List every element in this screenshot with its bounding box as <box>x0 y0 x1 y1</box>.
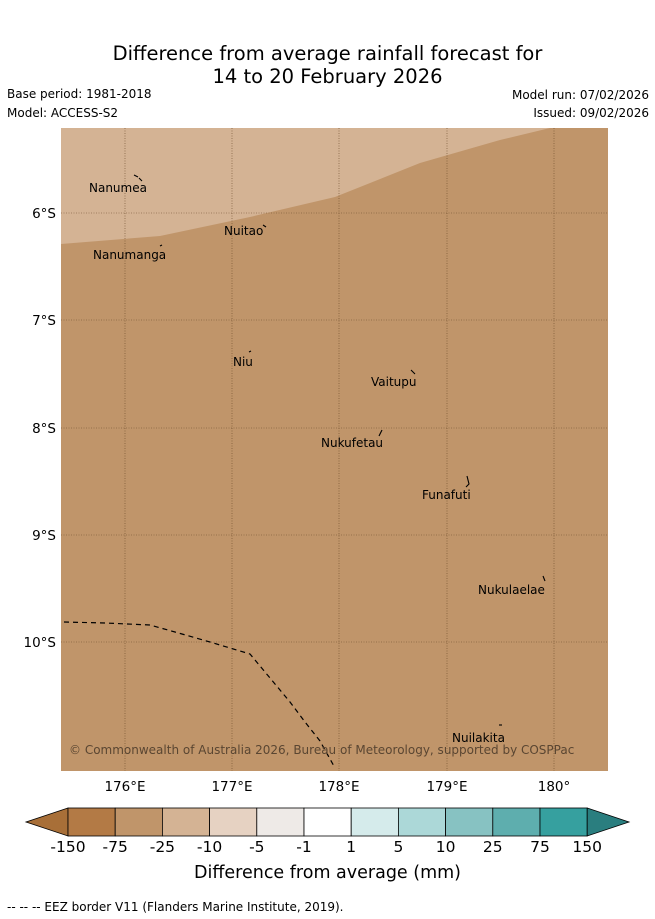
rainfall-map: Nanumea Nuitao Nanumanga Niu Vaitupu Nuk… <box>24 128 608 795</box>
colorbar-tick-label: 1 <box>346 838 357 856</box>
light-rainfall-area <box>61 128 550 244</box>
nukufetau-island-icon <box>378 429 383 437</box>
colorbar-tick-label: -25 <box>149 838 176 856</box>
colorbar-swatch <box>303 807 352 837</box>
colorbar-swatch <box>256 807 305 837</box>
lat-label-9s: 9°S <box>32 528 56 544</box>
lon-label-176: 176°E <box>104 779 145 795</box>
lat-label-7s: 7°S <box>32 313 56 329</box>
lon-label-178: 178°E <box>318 779 359 795</box>
colorbar-tick-label: 10 <box>435 838 456 856</box>
place-nuitao: Nuitao <box>224 224 263 238</box>
colorbar-swatch <box>397 807 446 837</box>
nuitao-island-icon <box>262 224 267 228</box>
issued-date: Issued: 09/02/2026 <box>533 106 649 120</box>
place-funafuti: Funafuti <box>422 488 471 502</box>
colorbar-tick-label: -75 <box>102 838 128 856</box>
colorbar-tick-label: -10 <box>196 838 223 856</box>
eez-footnote: -- -- -- EEZ border V11 (Flanders Marine… <box>7 900 344 914</box>
map-title-line2: 14 to 20 February 2026 <box>212 65 443 88</box>
lat-label-10s: 10°S <box>24 635 57 651</box>
colorbar-left-arrow <box>24 807 69 837</box>
funafuti-island-icon <box>465 475 470 488</box>
colorbar-swatch <box>445 807 494 837</box>
nanumanga-island-icon <box>159 244 163 247</box>
place-nanumanga: Nanumanga <box>93 248 166 262</box>
lon-label-180: 180° <box>538 779 571 795</box>
gridlines <box>61 128 608 771</box>
colorbar-title: Difference from average (mm) <box>193 863 462 883</box>
colorbar-swatch <box>114 807 163 837</box>
lon-label-179: 179°E <box>426 779 467 795</box>
model-name: Model: ACCESS-S2 <box>7 106 119 120</box>
colorbar-tick-label: -150 <box>50 838 86 856</box>
place-nukulaelae: Nukulaelae <box>478 583 545 597</box>
copyright-notice: © Commonwealth of Australia 2026, Bureau… <box>69 743 574 757</box>
colorbar-swatch <box>350 807 399 837</box>
colorbar-swatch <box>209 807 258 837</box>
base-period: Base period: 1981-2018 <box>7 87 152 101</box>
niu-island-icon <box>248 350 252 353</box>
colorbar-tick-label: 150 <box>572 838 602 856</box>
colorbar-tick-label: 75 <box>530 838 550 856</box>
place-vaitupu: Vaitupu <box>371 375 417 389</box>
colorbar-tick-label: 25 <box>482 838 503 856</box>
place-niu: Niu <box>233 355 253 369</box>
colorbar-tick-label: -5 <box>249 838 265 856</box>
colorbar <box>24 807 631 837</box>
colorbar-swatch <box>492 807 541 837</box>
map-title-line1: Difference from average rainfall forecas… <box>112 42 543 65</box>
place-nukufetau: Nukufetau <box>321 436 383 450</box>
colorbar-swatch <box>161 807 210 837</box>
nanumea-island-icon <box>133 174 143 182</box>
model-run: Model run: 07/02/2026 <box>511 88 649 102</box>
nukulaelae-island-icon <box>542 575 546 582</box>
colorbar-right-arrow <box>586 807 631 837</box>
lat-label-8s: 8°S <box>32 421 56 437</box>
colorbar-swatch <box>539 807 588 837</box>
lon-label-177: 177°E <box>211 779 252 795</box>
place-nanumea: Nanumea <box>89 181 147 195</box>
eez-border <box>63 621 336 769</box>
lat-label-6s: 6°S <box>32 206 56 222</box>
colorbar-tick-label: -1 <box>296 838 312 856</box>
vaitupu-island-icon <box>410 369 416 375</box>
colorbar-tick-label: 5 <box>393 838 404 856</box>
place-nuilakita: Nuilakita <box>452 731 505 745</box>
colorbar-swatch <box>67 807 116 837</box>
